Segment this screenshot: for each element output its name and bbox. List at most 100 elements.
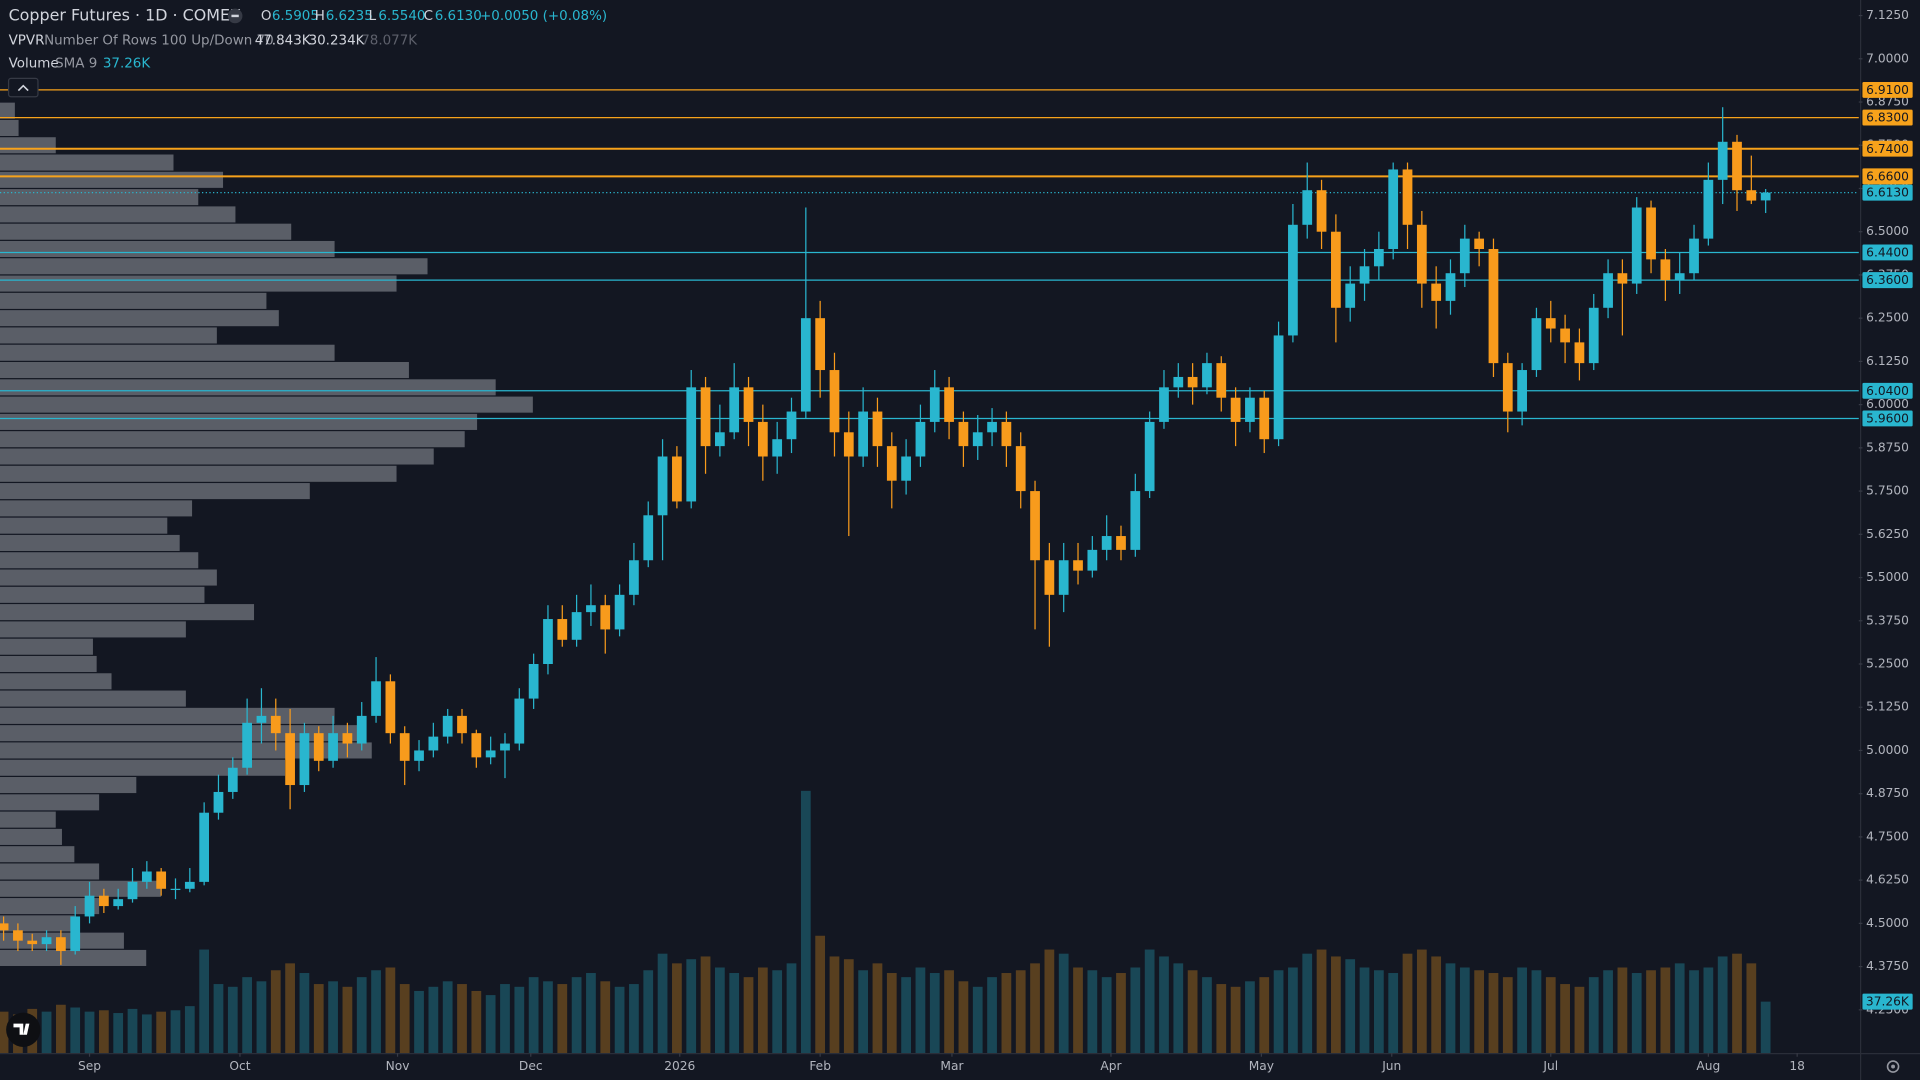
- candle-body: [786, 411, 797, 440]
- volume-bar: [485, 995, 496, 1054]
- volume-bar: [543, 981, 553, 1054]
- volume-bar: [1474, 970, 1485, 1054]
- volume-bar: [1331, 956, 1341, 1054]
- candle-body: [1660, 259, 1671, 281]
- x-tick-label: Nov: [386, 1059, 410, 1073]
- level-label: 6.9100: [1866, 83, 1909, 97]
- indicator-name[interactable]: Volume: [9, 57, 59, 72]
- candle-body: [270, 715, 281, 734]
- x-tick-label: Aug: [1696, 1059, 1720, 1073]
- volume-bar: [1015, 970, 1026, 1054]
- volume-bar: [56, 1004, 66, 1054]
- indicator-name[interactable]: VPVR: [9, 33, 45, 48]
- candle-body: [184, 881, 195, 889]
- candle-body: [199, 812, 210, 882]
- volume-bar: [729, 973, 740, 1054]
- profile-bar: [0, 742, 372, 759]
- volume-bar: [1445, 963, 1456, 1054]
- profile-bar: [0, 846, 75, 863]
- candle-body: [872, 411, 883, 447]
- candle-body: [141, 871, 152, 882]
- volume-bar: [70, 1007, 81, 1054]
- candle-body: [700, 387, 711, 447]
- indicator-value: 47.843K: [255, 33, 312, 48]
- volume-bar: [972, 986, 983, 1054]
- profile-bar: [0, 189, 199, 206]
- candle-body: [442, 715, 453, 737]
- volume-bar: [815, 935, 826, 1054]
- candle-body: [1732, 141, 1742, 191]
- candle-body: [471, 733, 482, 758]
- candle-body: [800, 318, 811, 412]
- profile-bar: [0, 725, 360, 742]
- candle-body: [1373, 248, 1384, 267]
- candles: [0, 107, 1771, 965]
- candle-body: [428, 736, 439, 751]
- candle-body: [915, 421, 926, 457]
- candle-body: [1173, 376, 1184, 388]
- volume-bar: [786, 963, 797, 1054]
- volume-bar: [414, 990, 424, 1054]
- volume-bar: [1703, 967, 1714, 1054]
- candle-body: [1345, 283, 1356, 308]
- volume-bar: [958, 981, 969, 1054]
- volume-bar: [1517, 967, 1527, 1054]
- volume-bar: [915, 967, 926, 1054]
- settings-icon[interactable]: [1886, 1060, 1900, 1073]
- volume-bar: [500, 984, 510, 1054]
- candle-body: [1202, 363, 1212, 388]
- volume-bar: [471, 990, 482, 1054]
- level-label-box: [1862, 81, 1913, 98]
- volume-bar: [829, 956, 840, 1054]
- candle-body: [1259, 397, 1270, 440]
- volume-bar: [700, 956, 711, 1054]
- profile-bar: [0, 327, 217, 344]
- profile-bar: [0, 102, 15, 119]
- profile-bar: [0, 673, 112, 690]
- y-tick-label: 5.5000: [1866, 570, 1909, 584]
- x-tick-label: Dec: [519, 1059, 543, 1073]
- profile-bar: [0, 586, 205, 603]
- profile-bar: [0, 552, 199, 569]
- profile-bar: [0, 638, 93, 655]
- candle-body: [1445, 273, 1456, 301]
- x-tick-label: Jul: [1542, 1059, 1558, 1073]
- tradingview-logo[interactable]: [6, 1012, 41, 1047]
- x-tick-label: Mar: [940, 1059, 964, 1073]
- y-tick-label: 4.5000: [1866, 916, 1909, 930]
- profile-bar: [0, 154, 174, 171]
- level-label-box: [1862, 272, 1913, 289]
- level-label: 6.4400: [1866, 246, 1909, 260]
- profile-bar: [0, 379, 496, 396]
- ohlc-key: L: [369, 9, 377, 24]
- volume-pane: [0, 790, 1771, 1054]
- profile-bar: [0, 137, 56, 154]
- profile-bar: [0, 915, 75, 932]
- volume-bar: [614, 986, 625, 1054]
- volume-bar: [1560, 984, 1570, 1054]
- volume-bar: [1187, 970, 1198, 1054]
- volume-bar: [1058, 953, 1069, 1054]
- collapse-button[interactable]: [7, 77, 39, 98]
- level-label-box: [1862, 168, 1913, 185]
- volume-bar: [170, 1010, 181, 1054]
- volume-bar: [1073, 967, 1083, 1054]
- candle-body: [127, 881, 138, 900]
- candle-body: [1646, 207, 1656, 260]
- candle-body: [242, 722, 252, 768]
- candle-body: [972, 432, 983, 447]
- volume-bar: [342, 986, 353, 1054]
- profile-bar: [0, 413, 478, 430]
- y-tick-label: 6.0000: [1866, 397, 1909, 411]
- profile-bar: [0, 362, 409, 379]
- volume-bar: [629, 984, 639, 1054]
- candle-body: [1302, 190, 1313, 225]
- volume-bar: [800, 790, 811, 1054]
- volume-bar: [1116, 973, 1126, 1054]
- ohlc-value: 6.6130: [435, 9, 482, 24]
- volume-bar: [141, 1014, 152, 1054]
- profile-bar: [0, 258, 428, 275]
- volume-bar: [514, 986, 525, 1054]
